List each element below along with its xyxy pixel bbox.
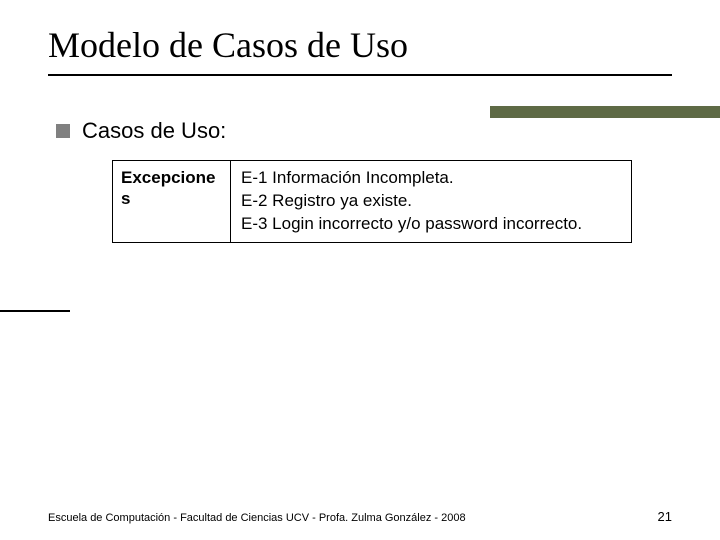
page-number: 21 bbox=[658, 509, 672, 524]
square-bullet-icon bbox=[56, 124, 70, 138]
slide-title: Modelo de Casos de Uso bbox=[48, 24, 672, 66]
table-row: E-1 Información Incompleta. bbox=[241, 167, 621, 190]
table-header-cell: Excepciones bbox=[113, 161, 231, 242]
table-row: E-2 Registro ya existe. bbox=[241, 190, 621, 213]
footer-text: Escuela de Computación - Facultad de Cie… bbox=[48, 512, 466, 524]
table-body-cell: E-1 Información Incompleta. E-2 Registro… bbox=[231, 161, 631, 242]
slide: Modelo de Casos de Uso Casos de Uso: Exc… bbox=[0, 0, 720, 540]
title-underline bbox=[48, 74, 672, 76]
bullet-row: Casos de Uso: bbox=[56, 118, 672, 144]
exceptions-table: Excepciones E-1 Información Incompleta. … bbox=[112, 160, 632, 243]
footer: Escuela de Computación - Facultad de Cie… bbox=[48, 509, 672, 524]
accent-bar bbox=[490, 106, 720, 118]
bullet-text: Casos de Uso: bbox=[82, 118, 226, 144]
left-side-rule bbox=[0, 310, 70, 312]
table-row: E-3 Login incorrecto y/o password incorr… bbox=[241, 213, 621, 236]
